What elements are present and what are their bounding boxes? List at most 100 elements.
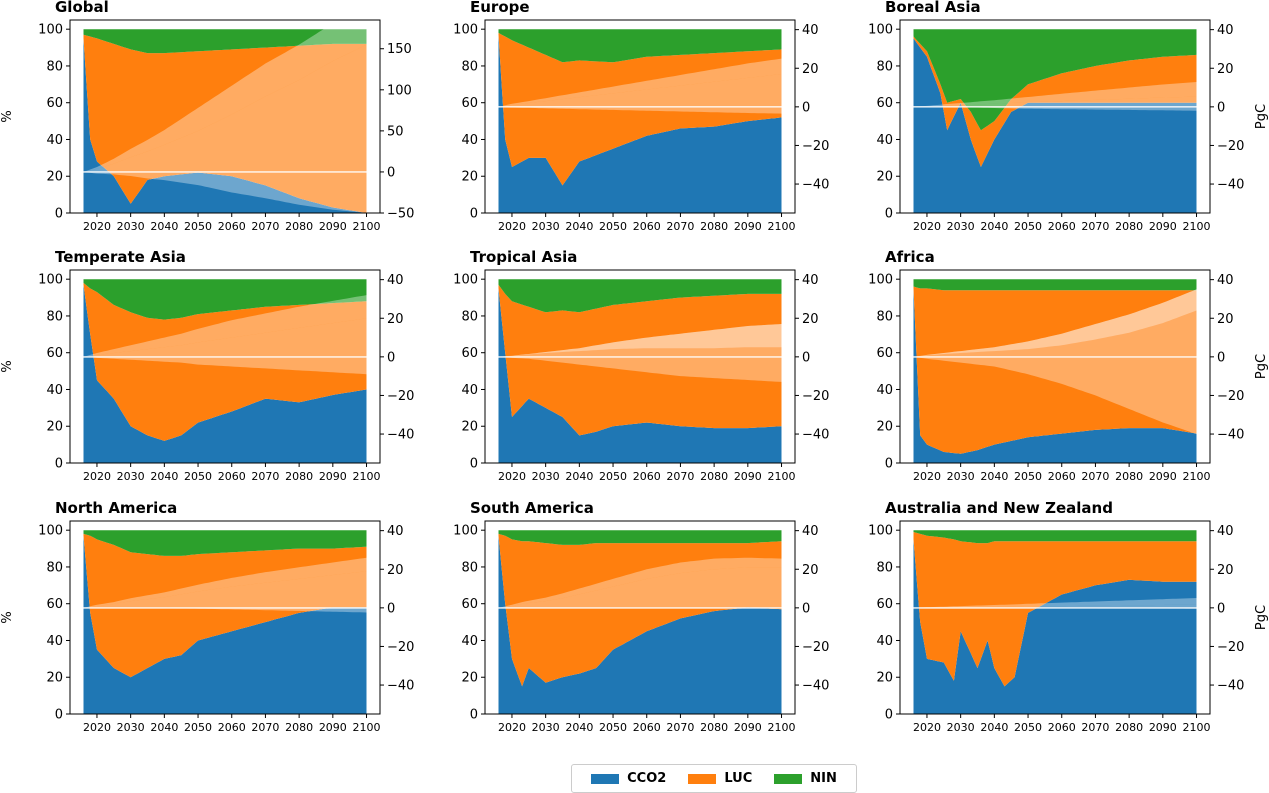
- right-axis-label: PgC: [1254, 354, 1269, 379]
- area-nin-share: [498, 530, 782, 545]
- area-cumulative-cco2: [498, 324, 782, 357]
- panel-title: Europe: [470, 0, 530, 16]
- x-tick-label: 2050: [599, 220, 627, 233]
- left-tick-label: 0: [470, 708, 478, 723]
- legend-item-luc: LUC: [688, 771, 752, 786]
- area-cco2-share: [913, 539, 1197, 714]
- area-luc-share: [498, 284, 782, 436]
- x-tick-label: 2020: [498, 721, 526, 734]
- left-tick-label: 40: [461, 133, 478, 148]
- x-tick-label: 2090: [734, 470, 762, 483]
- right-tick-label: 0: [802, 601, 810, 616]
- right-tick-label: −40: [1217, 679, 1244, 694]
- left-tick-label: 80: [46, 59, 63, 74]
- x-tick-label: 2090: [319, 721, 347, 734]
- area-nin-share: [913, 29, 1197, 131]
- left-tick-label: 80: [461, 560, 478, 575]
- panel-title: Temperate Asia: [55, 248, 186, 266]
- area-nin-share: [498, 29, 782, 63]
- left-axis-label: %: [0, 611, 15, 623]
- x-tick-label: 2040: [150, 470, 178, 483]
- legend-swatch-luc: [688, 773, 717, 784]
- right-tick-label: −20: [387, 640, 414, 655]
- area-cumulative-nin: [913, 356, 1197, 435]
- left-tick-label: 40: [876, 634, 893, 649]
- right-axis-label: PgC: [1254, 605, 1269, 630]
- left-tick-label: 20: [461, 420, 478, 435]
- area-cumulative-cco2: [913, 82, 1197, 107]
- area-cco2-share: [83, 284, 367, 463]
- right-tick-label: −40: [387, 428, 414, 443]
- area-cco2-share: [498, 34, 782, 214]
- left-tick-label: 40: [876, 133, 893, 148]
- right-tick-label: −20: [387, 389, 414, 404]
- left-tick-label: 80: [461, 59, 478, 74]
- right-tick-label: −50: [387, 207, 414, 222]
- x-tick-label: 2020: [83, 470, 111, 483]
- left-tick-label: 20: [46, 170, 63, 185]
- area-cumulative-cco2: [913, 289, 1197, 357]
- left-tick-label: 20: [461, 671, 478, 686]
- x-tick-label: 2020: [498, 470, 526, 483]
- plot-frame: [899, 269, 1211, 464]
- left-tick-label: 80: [876, 560, 893, 575]
- x-tick-label: 2040: [980, 721, 1008, 734]
- legend-item-cco2: CCO2: [591, 771, 666, 786]
- right-tick-label: 0: [387, 165, 395, 180]
- area-nin-share: [913, 530, 1197, 544]
- panel-title: Boreal Asia: [885, 0, 981, 16]
- left-tick-label: 100: [453, 273, 478, 288]
- x-tick-label: 2070: [251, 220, 279, 233]
- x-tick-label: 2060: [633, 721, 661, 734]
- area-cco2-share: [83, 38, 367, 214]
- x-tick-label: 2050: [1014, 721, 1042, 734]
- left-tick-label: 60: [461, 96, 478, 111]
- area-luc-share: [498, 533, 782, 687]
- left-tick-label: 80: [876, 309, 893, 324]
- x-tick-label: 2100: [1183, 721, 1211, 734]
- x-tick-label: 2060: [218, 721, 246, 734]
- area-cumulative-cco2: [83, 295, 367, 357]
- x-tick-label: 2060: [1048, 470, 1076, 483]
- left-tick-label: 20: [46, 420, 63, 435]
- right-tick-label: 0: [1217, 100, 1225, 115]
- x-tick-label: 2060: [218, 220, 246, 233]
- legend-swatch-cco2: [591, 773, 620, 784]
- x-tick-label: 2070: [1081, 220, 1109, 233]
- right-tick-label: −20: [1217, 139, 1244, 154]
- panel-title: Tropical Asia: [470, 248, 577, 266]
- x-tick-label: 2100: [1183, 220, 1211, 233]
- left-tick-label: 80: [46, 560, 63, 575]
- x-tick-label: 2020: [498, 220, 526, 233]
- x-tick-label: 2030: [117, 721, 145, 734]
- right-tick-label: 40: [802, 524, 819, 539]
- legend-swatch-nin: [774, 773, 803, 784]
- x-tick-label: 2030: [947, 220, 975, 233]
- x-tick-label: 2040: [565, 721, 593, 734]
- x-tick-label: 2040: [980, 220, 1008, 233]
- right-tick-label: 40: [387, 524, 404, 539]
- right-tick-label: −20: [802, 640, 829, 655]
- right-tick-label: 0: [802, 350, 810, 365]
- area-cco2-share: [83, 535, 367, 714]
- panel-title: North America: [55, 499, 177, 517]
- x-tick-label: 2060: [633, 220, 661, 233]
- right-tick-label: −20: [1217, 389, 1244, 404]
- area-cumulative-cco2: [498, 557, 782, 608]
- x-tick-label: 2040: [980, 470, 1008, 483]
- area-cumulative-nin: [498, 106, 782, 114]
- x-tick-label: 2050: [1014, 470, 1042, 483]
- area-cumulative-cco2: [913, 598, 1197, 608]
- left-tick-label: 20: [46, 671, 63, 686]
- legend-label-nin: NIN: [810, 771, 837, 786]
- left-tick-label: 100: [868, 23, 893, 38]
- left-tick-label: 20: [876, 420, 893, 435]
- right-tick-label: 20: [802, 62, 819, 77]
- x-tick-label: 2100: [768, 721, 796, 734]
- x-tick-label: 2050: [599, 470, 627, 483]
